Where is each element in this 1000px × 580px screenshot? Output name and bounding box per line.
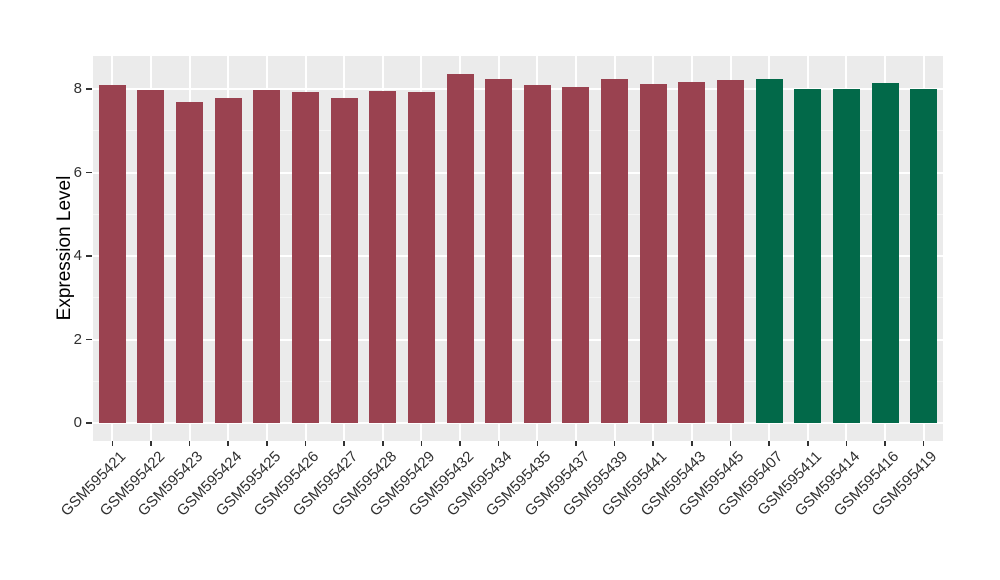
y-tick-4 bbox=[86, 255, 92, 257]
bar-GSM595443 bbox=[678, 81, 706, 423]
y-tick-label-2: 2 bbox=[73, 330, 82, 348]
x-tick-GSM595424 bbox=[227, 441, 229, 446]
y-tick-label-4: 4 bbox=[73, 247, 82, 264]
bar-GSM595439 bbox=[601, 79, 629, 423]
gridline-minor-y3 bbox=[93, 297, 943, 299]
x-tick-GSM595414 bbox=[845, 441, 848, 446]
x-tick-GSM595419 bbox=[922, 441, 925, 446]
gridline-minor-y5 bbox=[93, 213, 943, 215]
bar-GSM595427 bbox=[330, 97, 358, 423]
bar-GSM595434 bbox=[485, 79, 513, 423]
y-tick-6 bbox=[86, 171, 92, 174]
y-tick-label-6: 6 bbox=[73, 163, 82, 181]
x-tick-GSM595441 bbox=[652, 441, 654, 446]
x-tick-GSM595423 bbox=[188, 441, 191, 446]
x-tick-GSM595429 bbox=[420, 441, 423, 446]
bar-GSM595441 bbox=[639, 84, 667, 423]
gridline-major-y2 bbox=[93, 338, 943, 341]
bar-GSM595423 bbox=[176, 101, 204, 423]
bar-GSM595445 bbox=[717, 79, 744, 423]
bar-GSM595421 bbox=[98, 84, 126, 423]
bar-GSM595416 bbox=[871, 82, 899, 423]
x-tick-GSM595425 bbox=[266, 441, 268, 446]
bar-GSM595429 bbox=[407, 91, 435, 423]
x-tick-GSM595432 bbox=[459, 441, 461, 446]
x-tick-GSM595411 bbox=[807, 441, 809, 446]
x-tick-GSM595428 bbox=[382, 441, 384, 446]
gridline-minor-y7 bbox=[93, 130, 943, 132]
y-tick-label-8: 8 bbox=[73, 80, 82, 98]
bar-GSM595411 bbox=[794, 89, 822, 423]
bar-GSM595419 bbox=[910, 89, 938, 423]
bar-GSM595414 bbox=[832, 89, 860, 423]
x-tick-GSM595443 bbox=[691, 441, 693, 446]
bar-GSM595407 bbox=[755, 78, 783, 423]
plot-panel bbox=[93, 56, 943, 441]
y-tick-0 bbox=[86, 422, 92, 424]
x-tick-GSM595437 bbox=[575, 441, 577, 446]
gridline-minor-y1 bbox=[93, 380, 943, 382]
bar-GSM595435 bbox=[523, 84, 551, 423]
x-tick-GSM595422 bbox=[150, 441, 152, 446]
y-tick-2 bbox=[86, 338, 92, 341]
bar-GSM595437 bbox=[562, 86, 590, 423]
bar-GSM595425 bbox=[253, 90, 281, 423]
y-tick-label-0: 0 bbox=[73, 414, 82, 431]
x-tick-GSM595421 bbox=[111, 441, 114, 446]
x-tick-GSM595445 bbox=[729, 441, 732, 446]
x-tick-GSM595407 bbox=[768, 441, 770, 446]
gridline-major-y8 bbox=[93, 88, 943, 91]
x-tick-GSM595426 bbox=[304, 441, 307, 446]
gridline-major-y6 bbox=[93, 171, 943, 174]
bar-GSM595422 bbox=[137, 89, 165, 423]
bar-GSM595426 bbox=[292, 91, 319, 423]
gridline-major-y4 bbox=[93, 255, 943, 257]
x-tick-GSM595435 bbox=[536, 441, 539, 446]
x-tick-GSM595427 bbox=[343, 441, 345, 446]
x-tick-GSM595416 bbox=[884, 441, 886, 446]
bar-GSM595428 bbox=[369, 90, 397, 423]
x-tick-GSM595434 bbox=[497, 441, 500, 446]
bar-GSM595424 bbox=[214, 97, 242, 423]
bar-GSM595432 bbox=[446, 74, 474, 423]
y-tick-8 bbox=[86, 88, 92, 90]
y-axis-title: Expression Level bbox=[54, 175, 75, 321]
gridline-major-y0 bbox=[93, 422, 943, 424]
x-tick-GSM595439 bbox=[613, 441, 616, 446]
